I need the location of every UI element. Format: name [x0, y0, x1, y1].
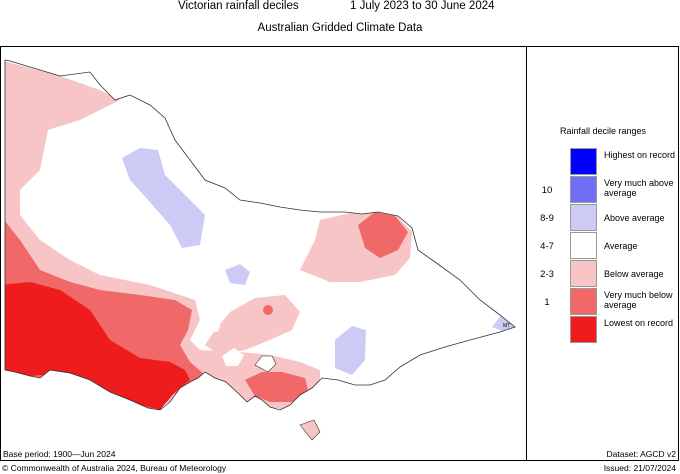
- dataset-label: Dataset: AGCD v2: [606, 449, 676, 459]
- legend-swatch-below: [570, 260, 597, 287]
- legend-item-lowest: Lowest on record: [527, 316, 679, 343]
- copyright: © Commonwealth of Australia 2024, Bureau…: [2, 463, 227, 473]
- legend-label: Very much above average: [604, 178, 674, 198]
- legend-range: 2-3: [540, 269, 554, 280]
- above-average-region-gippsland: [335, 326, 366, 375]
- legend-swatch-very-much-above: [570, 176, 597, 203]
- legend-label: Highest on record: [604, 150, 676, 160]
- average-island-west: [72, 208, 102, 236]
- average-island-central: [200, 312, 222, 332]
- legend-item-highest: Highest on record: [527, 148, 679, 175]
- very-much-below-average-spot: [263, 305, 273, 315]
- above-average-region-north: [122, 148, 205, 248]
- map-period: 1 July 2023 to 30 June 2024: [350, 0, 495, 12]
- legend-label: Very much below average: [604, 290, 673, 310]
- issued-date: Issued: 21/07/2024: [603, 463, 676, 473]
- legend-item-very-much-above: 10 Very much above average: [527, 176, 679, 203]
- city-label: MT: [503, 323, 510, 329]
- legend-range: 1: [544, 297, 550, 308]
- above-average-region-central: [225, 264, 250, 285]
- legend-swatch-above: [570, 204, 597, 231]
- legend-item-average: 4-7 Average: [527, 232, 679, 259]
- above-average-region-east: [492, 314, 515, 332]
- victoria-rainfall-map: MT: [4, 59, 516, 441]
- legend-divider: [526, 46, 527, 461]
- below-average-region-central: [205, 295, 300, 355]
- legend-label: Above average: [604, 213, 665, 223]
- legend-range: 10: [541, 185, 553, 196]
- legend-swatch-highest: [570, 148, 597, 175]
- legend-title: Rainfall decile ranges: [559, 126, 647, 136]
- legend-label: Average: [604, 241, 638, 251]
- legend-label: Below average: [604, 269, 664, 279]
- average-island-bay: [222, 348, 244, 366]
- port-phillip-bay: [254, 355, 277, 373]
- legend-label: Lowest on record: [604, 318, 674, 328]
- legend-range: 8-9: [540, 213, 554, 224]
- legend-item-below: 2-3 Below average: [527, 260, 679, 287]
- base-period: Base period: 1900—Jun 2024: [3, 449, 116, 459]
- legend-item-above: 8-9 Above average: [527, 204, 679, 231]
- map-title: Victorian rainfall deciles: [178, 0, 299, 12]
- victoria-border: [4, 59, 516, 411]
- lowest-on-record-region: [5, 282, 190, 410]
- legend-swatch-average: [570, 232, 597, 259]
- wilsons-promontory: [299, 419, 321, 441]
- legend-swatch-very-much-below: [570, 288, 597, 315]
- map-frame: [0, 46, 679, 461]
- legend-swatch-lowest: [570, 316, 597, 343]
- map-subtitle: Australian Gridded Climate Data: [257, 22, 423, 34]
- legend-range: 4-7: [540, 241, 554, 252]
- very-much-below-average-ne: [358, 212, 408, 258]
- legend-item-very-much-below: 1 Very much below average: [527, 288, 679, 315]
- very-much-below-average-gippsland: [245, 372, 308, 402]
